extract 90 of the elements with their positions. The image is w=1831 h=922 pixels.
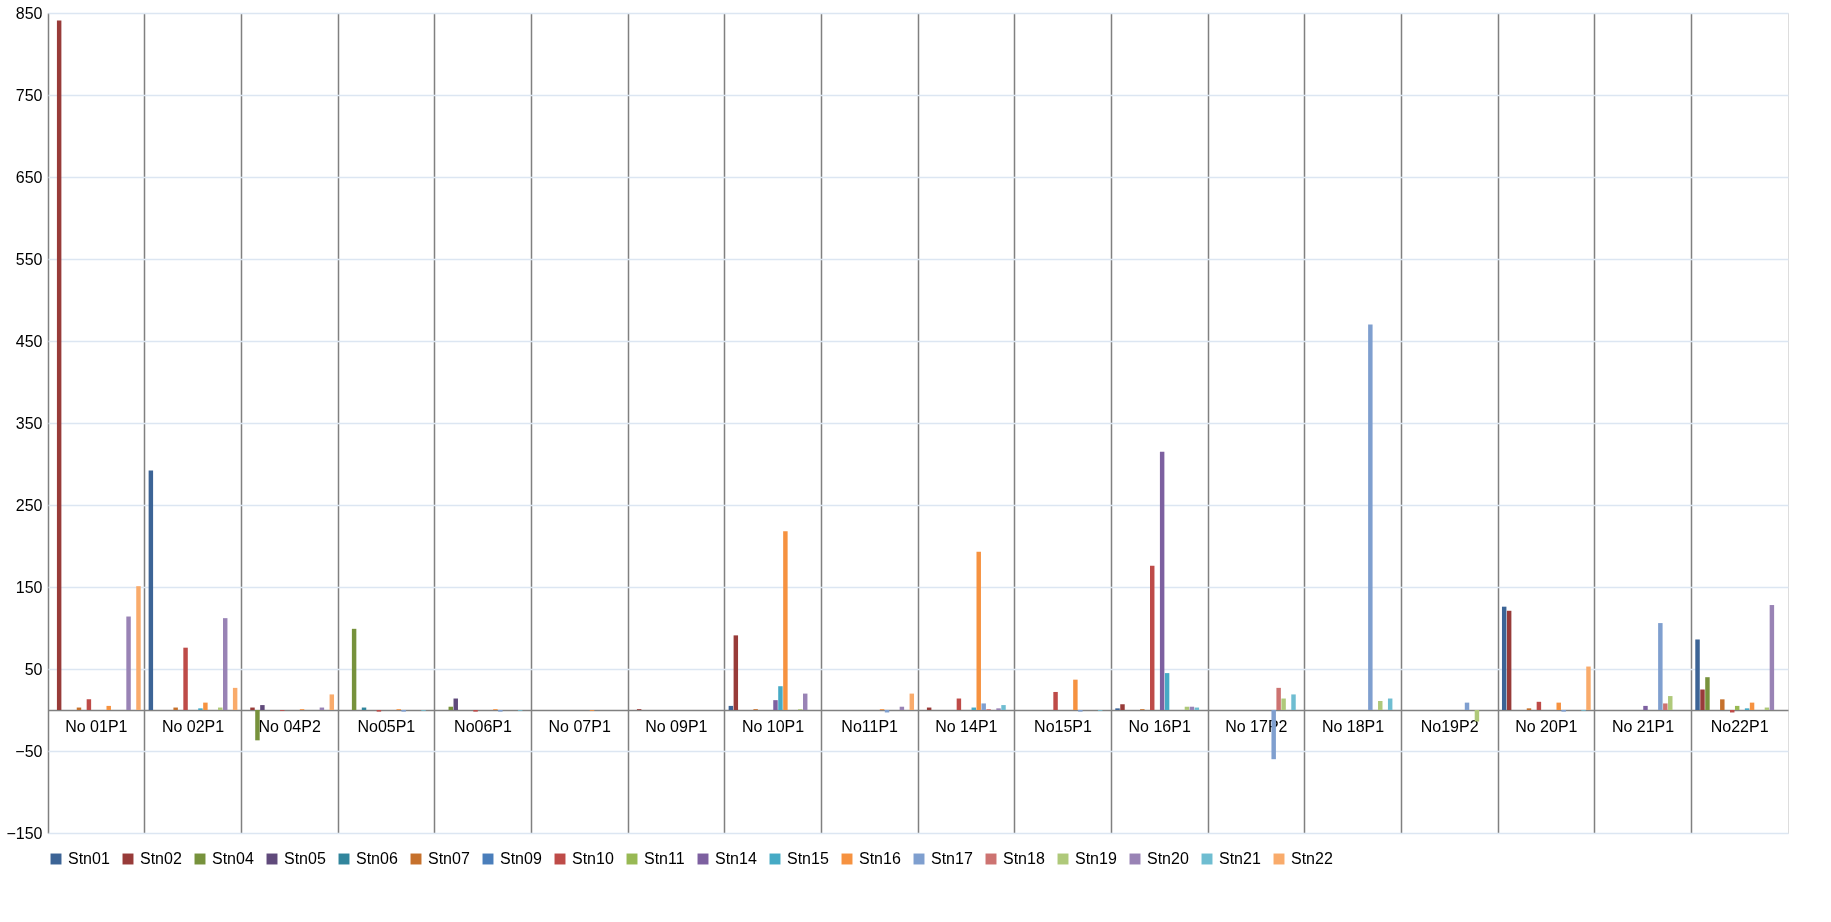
x-tick-label: No15P1: [1034, 717, 1093, 735]
x-tick-label: No11P1: [841, 717, 899, 735]
y-tick-label: −50: [15, 742, 43, 760]
bar: [1001, 705, 1006, 710]
legend-label: Stn21: [1219, 850, 1261, 867]
legend-label: Stn05: [284, 850, 326, 867]
bar: [351, 628, 357, 710]
x-tick-label: No 09P1: [645, 717, 708, 735]
legend-label: Stn06: [356, 850, 398, 867]
x-tick-label: No 20P1: [1515, 717, 1578, 735]
legend-label: Stn01: [68, 850, 110, 867]
bar: [1705, 677, 1710, 710]
legend-label: Stn18: [1003, 850, 1045, 867]
bar: [1281, 698, 1286, 710]
y-tick-label: −150: [6, 824, 43, 842]
legend-label: Stn11: [644, 850, 685, 867]
x-tick-label: No 02P1: [161, 717, 225, 735]
x-tick-label: No19P2: [1420, 717, 1479, 735]
bar: [1368, 324, 1373, 710]
bar: [222, 618, 228, 710]
y-tick-label: 350: [15, 414, 43, 432]
legend-label: Stn20: [1147, 850, 1189, 867]
bar: [1378, 700, 1383, 710]
bar: [1663, 703, 1668, 710]
x-tick-label: No 16P1: [1128, 717, 1191, 735]
y-tick-label: 850: [15, 4, 43, 22]
bar: [329, 694, 335, 710]
legend-label: Stn02: [140, 850, 182, 867]
legend-label: Stn09: [500, 850, 542, 867]
x-tick-label: No05P1: [357, 717, 416, 735]
bar: [1658, 623, 1663, 710]
legend-label: Stn16: [859, 850, 901, 867]
y-tick-label: 150: [15, 578, 43, 596]
bar: [250, 707, 255, 710]
legend-label: Stn10: [572, 850, 614, 867]
x-tick-label: No 17P2: [1225, 717, 1288, 735]
legend-label: Stn07: [428, 850, 470, 867]
bar: [173, 707, 178, 710]
bar: [1769, 605, 1775, 710]
bar: [183, 647, 188, 710]
bar: [778, 686, 783, 710]
x-tick-label: No22P1: [1710, 717, 1769, 735]
bar: [1586, 666, 1591, 710]
bar: [1276, 687, 1281, 710]
bar: [148, 470, 154, 710]
y-tick-label: 50: [24, 660, 43, 678]
bar: [981, 703, 986, 710]
x-tick-label: No 01P1: [65, 717, 128, 735]
bar: [260, 705, 265, 710]
y-tick-label: 650: [15, 168, 43, 186]
bar: [1700, 689, 1705, 710]
legend-label: Stn17: [931, 850, 973, 867]
bar: [86, 699, 92, 710]
bar: [733, 635, 739, 710]
bar: [1643, 705, 1648, 710]
legend-label: Stn22: [1291, 850, 1333, 867]
bar: [1073, 679, 1078, 710]
bar: [1053, 691, 1058, 710]
x-tick-label: No 07P1: [548, 717, 611, 735]
x-tick-label: No 10P1: [741, 717, 805, 735]
y-tick-label: 550: [15, 250, 43, 268]
bar: [1164, 673, 1170, 710]
bar: [1695, 639, 1700, 710]
legend-label: Stn19: [1075, 850, 1117, 867]
legend-label: Stn15: [787, 850, 829, 867]
x-tick-label: No 18P1: [1321, 717, 1385, 735]
bar: [783, 531, 788, 710]
y-tick-label: 450: [15, 332, 43, 350]
bar: [773, 700, 778, 710]
bar: [1556, 702, 1561, 710]
legend-label: Stn04: [212, 850, 254, 867]
bar: [1720, 699, 1725, 710]
bar: [976, 551, 981, 710]
bar: [1159, 451, 1165, 710]
y-tick-label: 250: [15, 496, 43, 514]
bar: [1291, 694, 1296, 710]
bar: [1668, 696, 1673, 710]
bar: [1120, 704, 1125, 710]
x-tick-label: No 14P1: [935, 717, 998, 735]
bar: [106, 705, 111, 710]
bar: [203, 702, 208, 710]
y-tick-label: 750: [15, 86, 43, 104]
legend-label: Stn14: [715, 850, 757, 867]
x-tick-label: No06P1: [454, 717, 513, 735]
x-tick-label: No 04P2: [258, 717, 321, 735]
x-tick-label: No 21P1: [1611, 717, 1675, 735]
bar: [56, 20, 62, 710]
bar: [136, 586, 141, 710]
bar: [255, 710, 260, 741]
bar: [126, 616, 131, 710]
